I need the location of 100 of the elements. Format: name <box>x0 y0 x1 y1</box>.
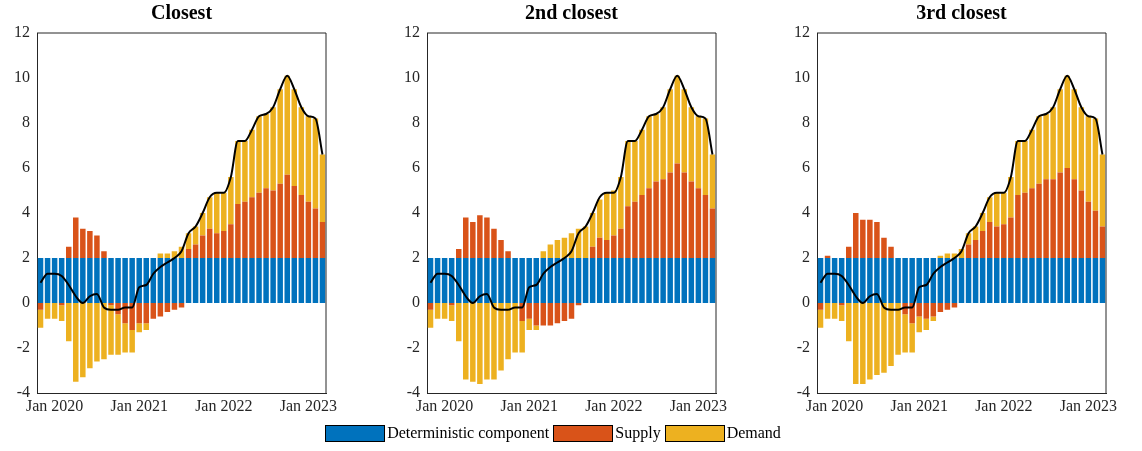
legend-label: Supply <box>615 424 661 442</box>
bar <box>596 258 603 303</box>
bar <box>455 303 462 342</box>
bar <box>1085 258 1092 303</box>
bar <box>455 249 462 258</box>
bar <box>1078 258 1085 303</box>
line-series <box>39 74 324 311</box>
bar <box>312 258 319 303</box>
bar <box>319 154 326 222</box>
bar <box>171 303 178 310</box>
bar <box>199 258 206 303</box>
bar <box>298 195 305 258</box>
bar <box>994 258 1000 303</box>
bar <box>164 303 171 312</box>
bar <box>185 249 192 258</box>
bar <box>937 303 944 312</box>
bar <box>178 303 185 308</box>
bar <box>185 258 192 303</box>
y-tick-label: 10 <box>14 68 30 86</box>
bar <box>589 258 596 303</box>
bar <box>427 303 434 310</box>
bar <box>1092 210 1099 258</box>
bar <box>305 258 312 303</box>
bar <box>1071 179 1078 258</box>
bar <box>554 303 561 324</box>
bar <box>994 226 1000 258</box>
legend-label: Deterministic component <box>387 424 550 442</box>
bar <box>568 303 575 319</box>
bar <box>554 240 561 258</box>
bar <box>596 237 603 258</box>
bar <box>58 305 65 321</box>
bar <box>702 195 709 258</box>
bar <box>305 116 312 202</box>
bar <box>688 181 695 258</box>
bar <box>979 258 986 303</box>
bar <box>979 231 986 258</box>
y-tick-label: 12 <box>14 23 30 41</box>
x-tick-label: Jan 2023 <box>669 396 728 414</box>
bar <box>923 303 930 319</box>
bar <box>817 309 824 328</box>
bar <box>206 258 213 303</box>
bar <box>427 309 434 328</box>
bar <box>291 186 298 258</box>
y-tick-label: 10 <box>404 68 420 86</box>
bar <box>951 303 958 308</box>
y-tick-label: 10 <box>794 68 810 86</box>
bar <box>192 258 199 303</box>
bar <box>206 228 213 258</box>
x-tick-label: Jan 2021 <box>500 396 558 414</box>
y-tick-label: 4 <box>412 203 420 221</box>
bar <box>178 258 185 303</box>
bar <box>681 258 688 303</box>
bar <box>1099 258 1106 303</box>
y-tick-label: 8 <box>22 113 30 131</box>
bar <box>37 309 44 328</box>
bar <box>824 303 831 319</box>
bar <box>298 258 305 303</box>
bar <box>695 116 702 189</box>
bar <box>930 303 937 317</box>
y-tick-label: 4 <box>22 203 30 221</box>
bar <box>1071 258 1078 303</box>
x-tick-label: Jan 2022 <box>975 396 1033 414</box>
bar <box>305 201 312 258</box>
y-tick-label: 8 <box>802 113 810 131</box>
bar <box>702 258 709 303</box>
bar <box>568 258 575 303</box>
y-tick-label: 0 <box>412 293 420 311</box>
y-tick-label: 0 <box>22 293 30 311</box>
bar <box>547 303 554 326</box>
y-tick-label: 6 <box>412 158 420 176</box>
bar <box>540 251 547 258</box>
bar <box>972 258 979 303</box>
bar <box>441 303 448 319</box>
bar <box>604 258 610 303</box>
x-tick-label: Jan 2023 <box>279 396 338 414</box>
bar <box>845 303 852 342</box>
y-tick-label: 12 <box>404 23 420 41</box>
bar <box>51 303 58 319</box>
bar <box>1085 116 1092 202</box>
y-tick-label: 2 <box>412 248 420 266</box>
x-tick-label: Jan 2021 <box>890 396 948 414</box>
bar <box>604 240 610 258</box>
bar <box>37 303 44 310</box>
chart-title: 2nd closest <box>524 1 619 24</box>
chart-title: 3rd closest <box>915 1 1008 24</box>
y-tick-label: 6 <box>22 158 30 176</box>
bar <box>986 258 993 303</box>
bar <box>709 208 716 258</box>
bar <box>709 258 716 303</box>
bar <box>972 240 979 258</box>
bar <box>817 303 824 310</box>
bar <box>291 258 298 303</box>
bar <box>1099 154 1106 227</box>
bar <box>319 258 326 303</box>
bar <box>143 323 150 330</box>
bar <box>44 303 51 319</box>
bar <box>214 233 220 258</box>
bar <box>958 258 965 303</box>
bar <box>681 172 688 258</box>
bar <box>831 303 838 319</box>
